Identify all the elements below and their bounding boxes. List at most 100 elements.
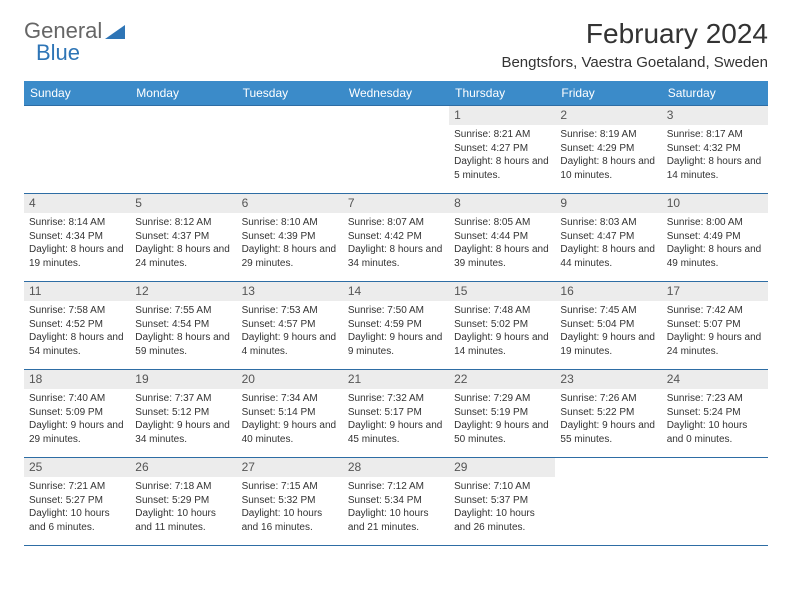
day-info: Sunrise: 7:50 AMSunset: 4:59 PMDaylight:… [343, 301, 449, 363]
sunrise-text: Sunrise: 7:10 AM [454, 480, 550, 494]
sunset-text: Sunset: 5:29 PM [135, 494, 231, 508]
day-number: 25 [24, 458, 130, 477]
day-info: Sunrise: 7:55 AMSunset: 4:54 PMDaylight:… [130, 301, 236, 363]
day-number: 6 [237, 194, 343, 213]
day-info: Sunrise: 7:15 AMSunset: 5:32 PMDaylight:… [237, 477, 343, 539]
day-number: 28 [343, 458, 449, 477]
daylight-text: Daylight: 10 hours and 0 minutes. [667, 419, 763, 446]
weekday-header: Saturday [662, 81, 768, 106]
calendar-day-cell: 28Sunrise: 7:12 AMSunset: 5:34 PMDayligh… [343, 458, 449, 546]
sunrise-text: Sunrise: 7:42 AM [667, 304, 763, 318]
sunset-text: Sunset: 4:47 PM [560, 230, 656, 244]
daylight-text: Daylight: 8 hours and 34 minutes. [348, 243, 444, 270]
daylight-text: Daylight: 9 hours and 34 minutes. [135, 419, 231, 446]
calendar-week-row: 11Sunrise: 7:58 AMSunset: 4:52 PMDayligh… [24, 282, 768, 370]
day-number: 10 [662, 194, 768, 213]
day-number: 21 [343, 370, 449, 389]
sunset-text: Sunset: 5:09 PM [29, 406, 125, 420]
daylight-text: Daylight: 9 hours and 50 minutes. [454, 419, 550, 446]
sunrise-text: Sunrise: 8:21 AM [454, 128, 550, 142]
sunrise-text: Sunrise: 8:07 AM [348, 216, 444, 230]
sunset-text: Sunset: 5:04 PM [560, 318, 656, 332]
weekday-header-row: Sunday Monday Tuesday Wednesday Thursday… [24, 81, 768, 106]
calendar-day-cell: 1Sunrise: 8:21 AMSunset: 4:27 PMDaylight… [449, 106, 555, 194]
day-info: Sunrise: 8:10 AMSunset: 4:39 PMDaylight:… [237, 213, 343, 275]
sunset-text: Sunset: 4:54 PM [135, 318, 231, 332]
calendar-day-cell: 17Sunrise: 7:42 AMSunset: 5:07 PMDayligh… [662, 282, 768, 370]
sunrise-text: Sunrise: 7:40 AM [29, 392, 125, 406]
sunset-text: Sunset: 5:02 PM [454, 318, 550, 332]
calendar-day-cell: 9Sunrise: 8:03 AMSunset: 4:47 PMDaylight… [555, 194, 661, 282]
brand-text-2: Blue [36, 40, 80, 66]
calendar-day-cell: 13Sunrise: 7:53 AMSunset: 4:57 PMDayligh… [237, 282, 343, 370]
day-number: 27 [237, 458, 343, 477]
calendar-day-cell: 21Sunrise: 7:32 AMSunset: 5:17 PMDayligh… [343, 370, 449, 458]
day-info: Sunrise: 8:05 AMSunset: 4:44 PMDaylight:… [449, 213, 555, 275]
weekday-header: Monday [130, 81, 236, 106]
daylight-text: Daylight: 8 hours and 29 minutes. [242, 243, 338, 270]
calendar-day-cell: 14Sunrise: 7:50 AMSunset: 4:59 PMDayligh… [343, 282, 449, 370]
daylight-text: Daylight: 8 hours and 24 minutes. [135, 243, 231, 270]
sunset-text: Sunset: 5:37 PM [454, 494, 550, 508]
weekday-header: Friday [555, 81, 661, 106]
day-number: 8 [449, 194, 555, 213]
calendar-table: Sunday Monday Tuesday Wednesday Thursday… [24, 81, 768, 546]
day-number: 5 [130, 194, 236, 213]
calendar-week-row: 18Sunrise: 7:40 AMSunset: 5:09 PMDayligh… [24, 370, 768, 458]
calendar-day-cell: 11Sunrise: 7:58 AMSunset: 4:52 PMDayligh… [24, 282, 130, 370]
calendar-day-cell: 8Sunrise: 8:05 AMSunset: 4:44 PMDaylight… [449, 194, 555, 282]
sunrise-text: Sunrise: 7:18 AM [135, 480, 231, 494]
sunrise-text: Sunrise: 7:53 AM [242, 304, 338, 318]
sunset-text: Sunset: 5:19 PM [454, 406, 550, 420]
calendar-page: General February 2024 Bengtsfors, Vaestr… [0, 0, 792, 564]
day-number: 13 [237, 282, 343, 301]
day-info: Sunrise: 7:58 AMSunset: 4:52 PMDaylight:… [24, 301, 130, 363]
sunrise-text: Sunrise: 8:12 AM [135, 216, 231, 230]
sunrise-text: Sunrise: 7:34 AM [242, 392, 338, 406]
location-subtitle: Bengtsfors, Vaestra Goetaland, Sweden [501, 54, 768, 71]
sunset-text: Sunset: 4:37 PM [135, 230, 231, 244]
calendar-day-cell: 15Sunrise: 7:48 AMSunset: 5:02 PMDayligh… [449, 282, 555, 370]
day-info: Sunrise: 7:29 AMSunset: 5:19 PMDaylight:… [449, 389, 555, 451]
calendar-day-cell: 29Sunrise: 7:10 AMSunset: 5:37 PMDayligh… [449, 458, 555, 546]
day-number: 20 [237, 370, 343, 389]
weekday-header: Wednesday [343, 81, 449, 106]
calendar-day-cell: 7Sunrise: 8:07 AMSunset: 4:42 PMDaylight… [343, 194, 449, 282]
sunset-text: Sunset: 5:12 PM [135, 406, 231, 420]
sunrise-text: Sunrise: 7:55 AM [135, 304, 231, 318]
calendar-day-cell: 6Sunrise: 8:10 AMSunset: 4:39 PMDaylight… [237, 194, 343, 282]
sunset-text: Sunset: 4:57 PM [242, 318, 338, 332]
sunrise-text: Sunrise: 7:58 AM [29, 304, 125, 318]
day-info: Sunrise: 8:17 AMSunset: 4:32 PMDaylight:… [662, 125, 768, 187]
calendar-day-cell: 16Sunrise: 7:45 AMSunset: 5:04 PMDayligh… [555, 282, 661, 370]
sunset-text: Sunset: 5:17 PM [348, 406, 444, 420]
calendar-day-cell: 2Sunrise: 8:19 AMSunset: 4:29 PMDaylight… [555, 106, 661, 194]
sunrise-text: Sunrise: 8:17 AM [667, 128, 763, 142]
sunrise-text: Sunrise: 8:05 AM [454, 216, 550, 230]
calendar-day-cell: 23Sunrise: 7:26 AMSunset: 5:22 PMDayligh… [555, 370, 661, 458]
sunset-text: Sunset: 4:29 PM [560, 142, 656, 156]
sunrise-text: Sunrise: 8:14 AM [29, 216, 125, 230]
calendar-day-cell [24, 106, 130, 194]
daylight-text: Daylight: 9 hours and 29 minutes. [29, 419, 125, 446]
day-number: 18 [24, 370, 130, 389]
header: General February 2024 Bengtsfors, Vaestr… [24, 18, 768, 71]
calendar-day-cell: 24Sunrise: 7:23 AMSunset: 5:24 PMDayligh… [662, 370, 768, 458]
daylight-text: Daylight: 8 hours and 39 minutes. [454, 243, 550, 270]
calendar-day-cell [555, 458, 661, 546]
sunset-text: Sunset: 5:32 PM [242, 494, 338, 508]
daylight-text: Daylight: 9 hours and 14 minutes. [454, 331, 550, 358]
daylight-text: Daylight: 9 hours and 9 minutes. [348, 331, 444, 358]
day-info: Sunrise: 8:00 AMSunset: 4:49 PMDaylight:… [662, 213, 768, 275]
day-number: 14 [343, 282, 449, 301]
calendar-day-cell: 22Sunrise: 7:29 AMSunset: 5:19 PMDayligh… [449, 370, 555, 458]
day-info: Sunrise: 8:07 AMSunset: 4:42 PMDaylight:… [343, 213, 449, 275]
daylight-text: Daylight: 9 hours and 40 minutes. [242, 419, 338, 446]
day-info: Sunrise: 7:42 AMSunset: 5:07 PMDaylight:… [662, 301, 768, 363]
sunset-text: Sunset: 4:32 PM [667, 142, 763, 156]
day-info: Sunrise: 7:53 AMSunset: 4:57 PMDaylight:… [237, 301, 343, 363]
sunrise-text: Sunrise: 8:19 AM [560, 128, 656, 142]
sunrise-text: Sunrise: 7:29 AM [454, 392, 550, 406]
sunset-text: Sunset: 4:44 PM [454, 230, 550, 244]
sunset-text: Sunset: 5:27 PM [29, 494, 125, 508]
